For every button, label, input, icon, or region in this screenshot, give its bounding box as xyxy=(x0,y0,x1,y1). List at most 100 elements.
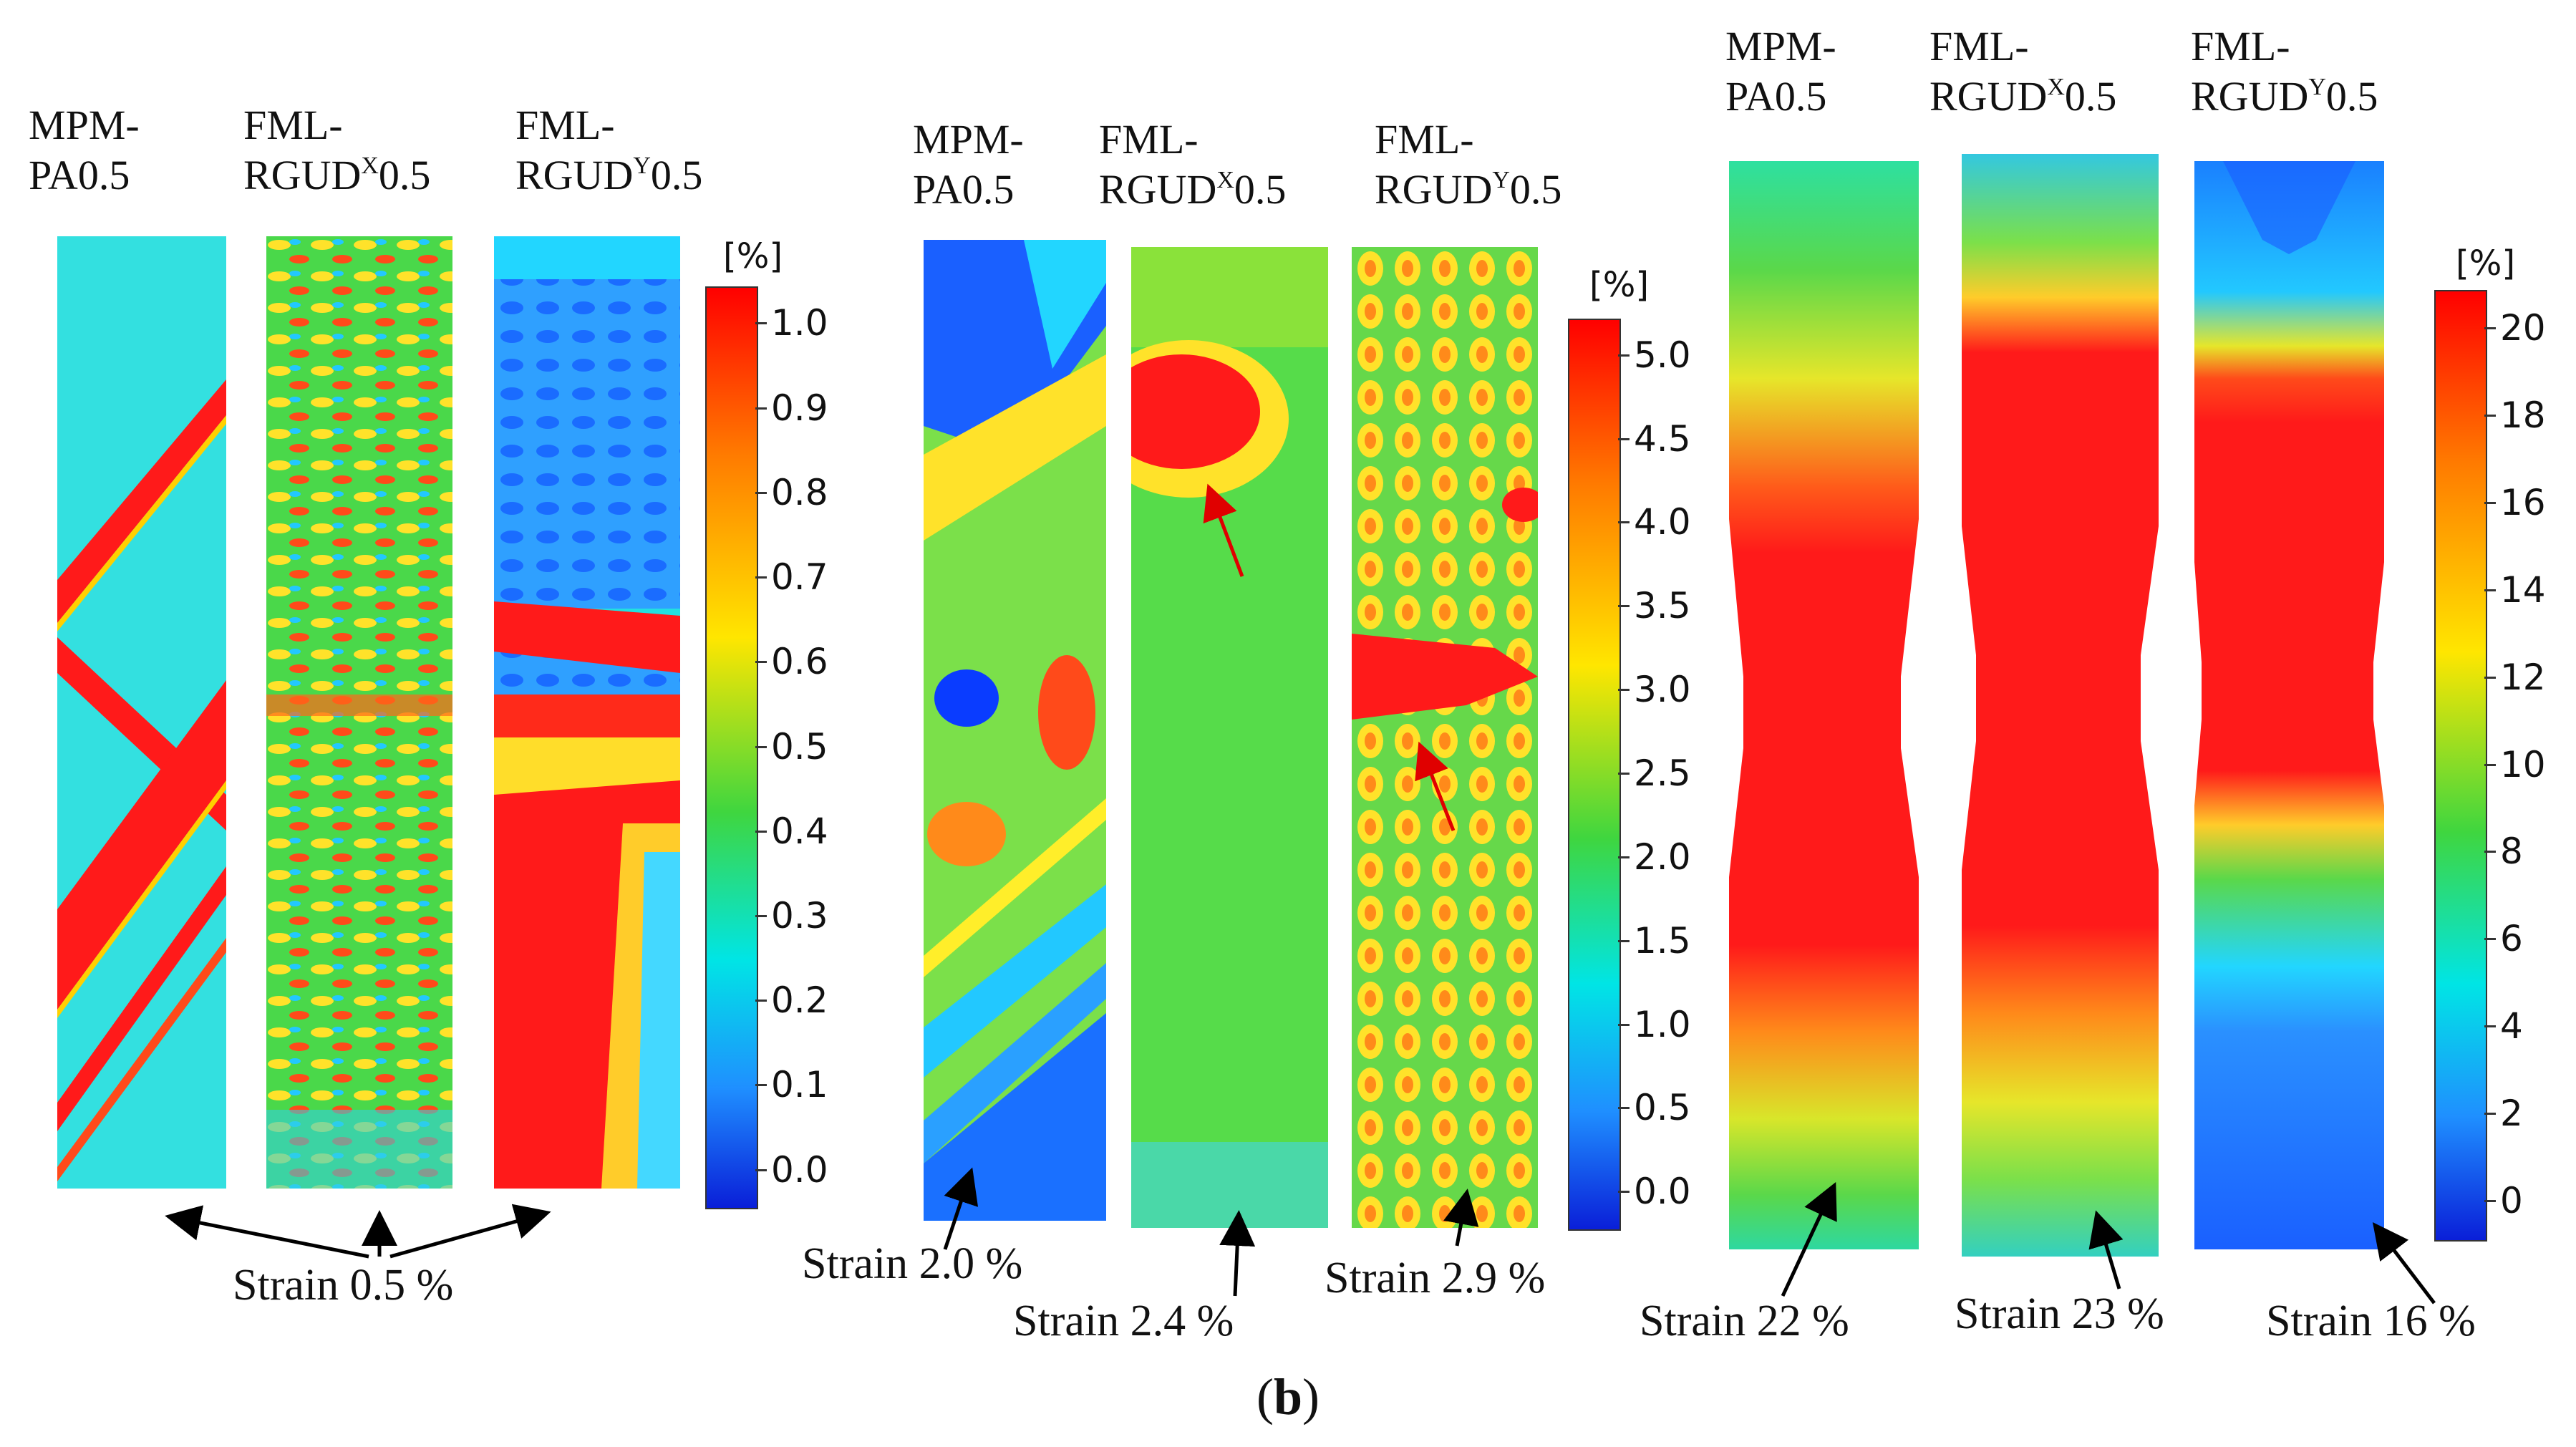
colorbar-tick xyxy=(2484,501,2496,504)
colorbar-tick xyxy=(755,322,767,325)
panel2-specimen-mpm xyxy=(924,240,1106,1221)
colorbar-tick xyxy=(755,830,767,833)
colorbar-tick-label: 0.7 xyxy=(771,556,828,599)
panel1-strain-label: Strain 0.5 % xyxy=(233,1261,454,1310)
colorbar-tick-label: 8 xyxy=(2500,831,2523,873)
panel3-colorbar-unit: [%] xyxy=(2456,243,2516,284)
colorbar-tick xyxy=(1618,773,1630,775)
colorbar-tick xyxy=(1618,856,1630,858)
colorbar-tick-label: 1.0 xyxy=(771,302,828,344)
panel2-strain-label-2: Strain 2.4 % xyxy=(1013,1297,1234,1345)
panel3-label-fml-x: FML- RGUDX0.5 xyxy=(1929,23,2117,120)
panel3-label-mpm: MPM- PA0.5 xyxy=(1725,23,1836,120)
colorbar-tick xyxy=(755,1084,767,1087)
colorbar-tick-label: 4 xyxy=(2500,1005,2523,1047)
colorbar-tick xyxy=(755,1168,767,1171)
colorbar-tick-label: 3.0 xyxy=(1634,669,1691,711)
colorbar-tick xyxy=(2484,938,2496,941)
panel2-highlight-arrows xyxy=(1203,483,1456,831)
colorbar-tick-label: 12 xyxy=(2500,656,2546,698)
figure-caption: (b) xyxy=(1256,1368,1320,1426)
panel3-label-fml-y: FML- RGUDY0.5 xyxy=(2191,23,2378,120)
panel2-specimen-fml-y xyxy=(1352,247,1538,1228)
colorbar-tick-label: 4.5 xyxy=(1634,417,1691,460)
colorbar-tick-label: 0.5 xyxy=(771,725,828,768)
panel1-colorbar xyxy=(705,286,758,1209)
panel1-label-fml-x: FML- RGUDX0.5 xyxy=(243,102,431,198)
panel3-strain-label-1: Strain 22 % xyxy=(1640,1297,1849,1345)
colorbar-tick xyxy=(755,491,767,494)
panel1-colorbar-unit: [%] xyxy=(723,236,783,276)
colorbar-tick xyxy=(2484,327,2496,329)
colorbar-tick-label: 5.0 xyxy=(1634,334,1691,376)
panel2-label-fml-y: FML- RGUDY0.5 xyxy=(1375,116,1562,213)
colorbar-tick xyxy=(1618,1023,1630,1026)
colorbar-tick-label: 0.5 xyxy=(1634,1087,1691,1129)
panel2-specimen-fml-x xyxy=(1131,247,1328,1228)
colorbar-tick xyxy=(2484,589,2496,591)
panel2-strain-label-3: Strain 2.9 % xyxy=(1325,1254,1546,1302)
colorbar-tick-label: 0.0 xyxy=(1634,1171,1691,1213)
colorbar-tick xyxy=(2484,1113,2496,1116)
panel1-specimen-fml-x xyxy=(266,236,452,1189)
panel2-arrows xyxy=(943,1167,1479,1297)
colorbar-tick-label: 0.3 xyxy=(771,894,828,937)
colorbar-tick-label: 3.5 xyxy=(1634,585,1691,627)
colorbar-tick xyxy=(1618,605,1630,608)
colorbar-tick xyxy=(1618,354,1630,357)
colorbar-tick xyxy=(1618,437,1630,440)
colorbar-tick-label: 2.5 xyxy=(1634,752,1691,794)
colorbar-tick-label: 2 xyxy=(2500,1093,2523,1135)
colorbar-tick xyxy=(2484,676,2496,679)
colorbar-tick-label: 0.2 xyxy=(771,979,828,1022)
colorbar-tick-label: 0.6 xyxy=(771,641,828,683)
colorbar-tick-label: 10 xyxy=(2500,743,2546,785)
panel1-label-fml-y: FML- RGUDY0.5 xyxy=(515,102,703,198)
colorbar-tick xyxy=(755,407,767,410)
panel3-arrows xyxy=(1781,1181,2436,1305)
colorbar-tick-label: 6 xyxy=(2500,918,2523,960)
colorbar-tick xyxy=(1618,939,1630,942)
panel3-specimen-mpm xyxy=(1729,161,1919,1249)
colorbar-tick xyxy=(1618,689,1630,692)
panel2-colorbar-unit: [%] xyxy=(1589,265,1650,305)
panel1-specimen-fml-y xyxy=(494,236,680,1189)
colorbar-tick-label: 18 xyxy=(2500,394,2546,436)
colorbar-tick-label: 4.0 xyxy=(1634,501,1691,543)
panel2-label-fml-x: FML- RGUDX0.5 xyxy=(1099,116,1287,213)
colorbar-tick-label: 14 xyxy=(2500,568,2546,611)
colorbar-tick-label: 16 xyxy=(2500,481,2546,523)
colorbar-tick xyxy=(755,1000,767,1002)
colorbar-tick xyxy=(755,661,767,664)
panel2-label-mpm: MPM- PA0.5 xyxy=(913,116,1024,213)
colorbar-tick-label: 0.0 xyxy=(771,1148,828,1191)
panel1-label-mpm: MPM- PA0.5 xyxy=(29,102,140,198)
panel3-strain-label-3: Strain 16 % xyxy=(2266,1297,2476,1345)
colorbar-tick-label: 0.8 xyxy=(771,471,828,513)
colorbar-tick xyxy=(2484,851,2496,853)
colorbar-tick xyxy=(2484,1025,2496,1028)
colorbar-tick-label: 20 xyxy=(2500,307,2546,349)
colorbar-tick xyxy=(1618,1107,1630,1110)
panel3-strain-label-2: Strain 23 % xyxy=(1955,1289,2164,1338)
panel2-colorbar xyxy=(1568,319,1621,1231)
colorbar-tick xyxy=(2484,414,2496,417)
colorbar-tick-label: 0.9 xyxy=(771,387,828,429)
colorbar-tick-label: 2.0 xyxy=(1634,836,1691,878)
colorbar-tick-label: 1.5 xyxy=(1634,919,1691,962)
colorbar-tick xyxy=(2484,1200,2496,1202)
panel3-specimen-fml-y xyxy=(2194,161,2384,1249)
colorbar-tick xyxy=(1618,1191,1630,1194)
colorbar-tick xyxy=(755,576,767,579)
panel3-specimen-fml-x xyxy=(1962,154,2159,1257)
colorbar-tick-label: 1.0 xyxy=(1634,1003,1691,1045)
panel1-specimen-mpm xyxy=(57,236,226,1189)
colorbar-tick-label: 0.4 xyxy=(771,810,828,852)
panel1-arrows xyxy=(165,1204,551,1259)
colorbar-tick-label: 0 xyxy=(2500,1180,2523,1221)
panel2-strain-label-1: Strain 2.0 % xyxy=(802,1239,1023,1288)
panel3-colorbar xyxy=(2434,290,2487,1242)
colorbar-tick xyxy=(1618,521,1630,524)
colorbar-tick xyxy=(755,745,767,748)
